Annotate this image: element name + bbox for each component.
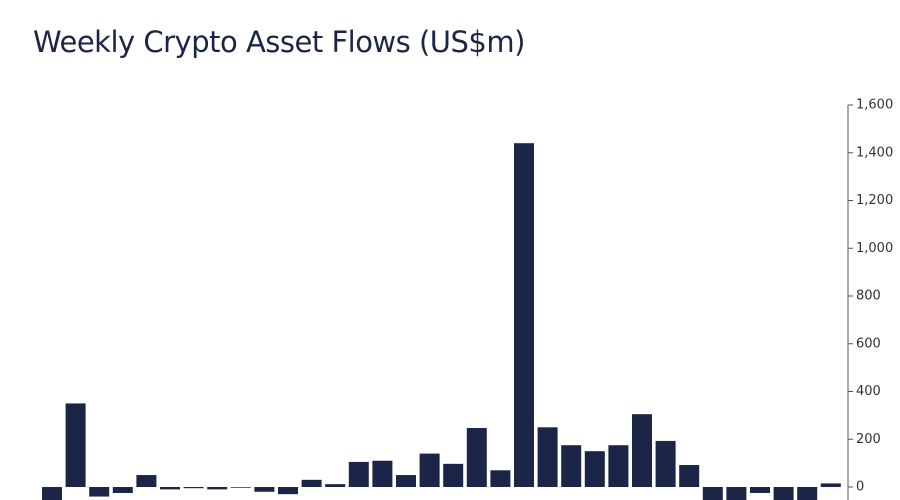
bar [443,463,464,487]
y-tick-label: 1,000 [856,241,893,256]
bar [608,445,629,487]
bar [490,470,511,487]
bar [183,487,204,489]
bar [632,414,652,487]
bar [561,445,582,487]
bar [466,428,487,487]
bar [655,440,676,487]
bar [726,487,747,500]
bar [537,427,558,487]
bar [89,487,110,497]
bar [207,487,228,490]
y-tick-label: 1,200 [856,193,893,208]
y-tick-label: 1,600 [856,98,893,113]
bar [42,487,62,500]
y-tick-label: 600 [856,336,881,351]
bar [797,487,818,500]
bar [750,487,770,493]
y-tick-label: 400 [856,384,881,399]
y-tick-label: 200 [856,432,881,447]
bar [230,487,251,488]
chart-title: Weekly Crypto Asset Flows (US$m) [33,25,525,59]
y-tick-label: 1,400 [856,145,893,160]
bar [325,484,346,487]
bar [702,487,723,500]
bar [254,487,275,492]
bar [679,465,700,487]
bar [773,487,794,500]
bar [112,487,133,493]
bar [278,487,298,495]
bar [372,460,393,487]
bar [419,453,440,487]
y-tick-label: 800 [856,289,881,304]
bar [820,483,841,487]
bar [136,475,157,487]
bar [396,475,416,487]
y-tick-label: 0 [856,480,864,495]
bar [514,143,534,487]
bar [65,403,86,487]
bar [301,479,322,487]
bar [584,451,605,487]
bar [348,461,369,487]
bar [160,487,180,490]
